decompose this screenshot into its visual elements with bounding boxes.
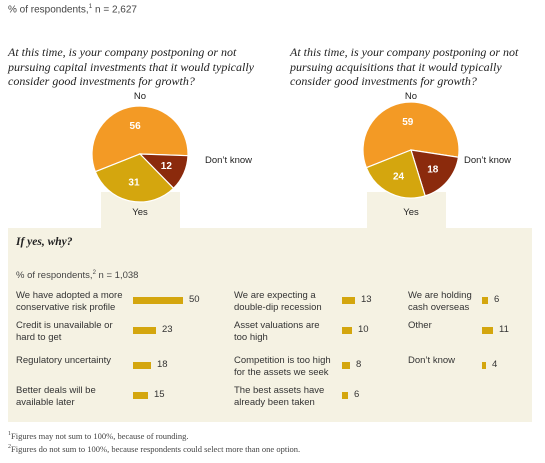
why-bar-1 (133, 297, 183, 304)
why-value-5: 13 (361, 294, 372, 305)
why-value-2: 23 (162, 324, 173, 335)
why-label-10: Other (408, 320, 432, 331)
respondents-prefix: % of respondents, (8, 4, 89, 16)
respondents-note: % of respondents,1 n = 2,627 (8, 3, 137, 15)
pie-2-slice-1 (362, 101, 460, 169)
pie-1-slice-3 (94, 153, 175, 203)
pie-2-slice-3 (365, 149, 426, 199)
pie-1-value-2: 12 (161, 161, 173, 172)
pie-2-label-3: Yes (403, 207, 419, 218)
why-panel (8, 228, 532, 422)
pie-1-value-1: 56 (130, 121, 142, 132)
why-label-6: Asset valuations are too high (234, 320, 320, 343)
why-bar-9 (482, 297, 488, 304)
why-label-7: Competition is too high for the assets w… (234, 355, 331, 378)
why-value-3: 18 (157, 359, 168, 370)
pie-2-value-1: 59 (402, 117, 414, 128)
why-value-9: 6 (494, 294, 500, 305)
why-bar-5 (342, 297, 355, 304)
footnote-2-text: Figures do not sum to 100%, because resp… (11, 444, 301, 454)
why-bar-10 (482, 327, 493, 334)
respondents-n: n = 2,627 (92, 4, 137, 16)
why-respondents-sup: 2 (92, 270, 96, 276)
why-value-4: 15 (154, 389, 165, 400)
pie-1-label-2: Don’t know (205, 155, 252, 166)
why-bar-3 (133, 362, 151, 369)
pie-2-label-1: No (405, 91, 417, 102)
pie-2-title: At this time, is your company postponing… (290, 45, 519, 88)
footnote-1-text: Figures may not sum to 100%, because of … (11, 431, 189, 441)
why-label-5: We are expecting a double-dip recession (234, 290, 322, 313)
pie-1-value-3: 31 (128, 178, 140, 189)
pie-2-value-2: 18 (427, 164, 439, 175)
why-bar-6 (342, 327, 352, 334)
why-value-6: 10 (358, 324, 369, 335)
pie-1-label-1: No (134, 91, 146, 102)
footnote-2: 2Figures do not sum to 100%, because res… (8, 444, 300, 454)
why-label-4: Better deals will be available later (16, 385, 96, 408)
why-title: If yes, why? (16, 236, 73, 248)
why-value-10: 11 (499, 324, 509, 335)
why-respondents-prefix: % of respondents, (16, 270, 93, 282)
footnote-1-sup: 1 (8, 431, 11, 438)
why-value-8: 6 (354, 389, 360, 400)
footnote-2-sup: 2 (8, 444, 11, 451)
pie-2-slice-2 (410, 149, 460, 197)
why-label-9: We are holding cash overseas (408, 290, 472, 313)
why-respondents: % of respondents,2 n = 1,038 (16, 270, 138, 281)
pie-1-slice-1 (91, 105, 189, 173)
pie-2-value-3: 24 (393, 171, 405, 182)
why-label-8: The best assets have already been taken (234, 385, 325, 408)
why-label-1: We have adopted a more conservative risk… (16, 290, 123, 313)
pie-1-title: At this time, is your company postponing… (8, 45, 254, 88)
pie-2-label-2: Don’t know (464, 155, 511, 166)
footnote-1: 1Figures may not sum to 100%, because of… (8, 431, 189, 441)
why-bar-2 (133, 327, 156, 334)
why-label-2: Credit is unavailable or hard to get (16, 320, 113, 343)
pie-1-label-3: Yes (132, 207, 148, 218)
why-value-7: 8 (356, 359, 362, 370)
why-value-11: 4 (492, 359, 498, 370)
why-bar-4 (133, 392, 148, 399)
why-label-3: Regulatory uncertainty (16, 355, 112, 366)
why-label-11: Don’t know (408, 355, 455, 366)
why-respondents-n: n = 1,038 (95, 270, 139, 282)
why-value-1: 50 (189, 294, 200, 305)
why-bar-7 (342, 362, 350, 369)
why-bar-11 (482, 362, 486, 369)
why-bar-8 (342, 392, 348, 399)
respondents-sup: 1 (88, 3, 93, 10)
